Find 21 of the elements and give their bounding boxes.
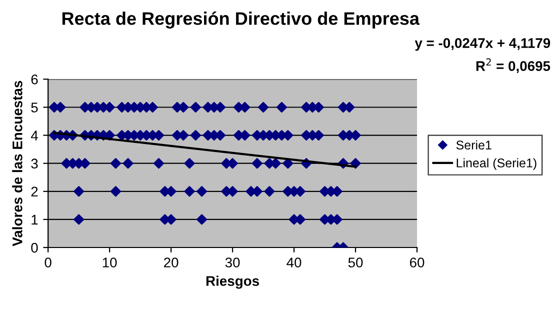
x-tick-label: 30 <box>225 258 240 268</box>
y-axis-title: Valores de las Encuestas <box>12 80 22 246</box>
y-tick-label: 6 <box>31 74 38 84</box>
x-tick-label: 50 <box>348 258 363 268</box>
text: y = -0,0247x + 4,1179 <box>414 38 550 51</box>
x-tick-label: 20 <box>164 258 178 268</box>
y-tick-label: 0 <box>31 242 38 253</box>
y-tick-label: 2 <box>31 186 38 196</box>
y-tick-label: 5 <box>31 102 38 112</box>
chart-title: Recta de Regresión Directivo de Empresa <box>62 12 420 29</box>
y-tick-label: 1 <box>32 214 38 224</box>
y-tick-label: 4 <box>30 130 38 140</box>
x-axis-title: Riesgos <box>206 276 259 289</box>
x-tick-label: 40 <box>286 258 302 268</box>
legend-label: Serie1 <box>456 140 492 150</box>
legend-label: Lineal (Serie1) <box>456 158 536 170</box>
x-tick-label: 60 <box>410 258 424 268</box>
y-tick-label: 3 <box>31 158 38 169</box>
x-tick-label: 10 <box>102 258 117 268</box>
x-tick-label: 0 <box>44 258 52 268</box>
text: R$^{2}$ = 0,0695 <box>476 58 550 73</box>
